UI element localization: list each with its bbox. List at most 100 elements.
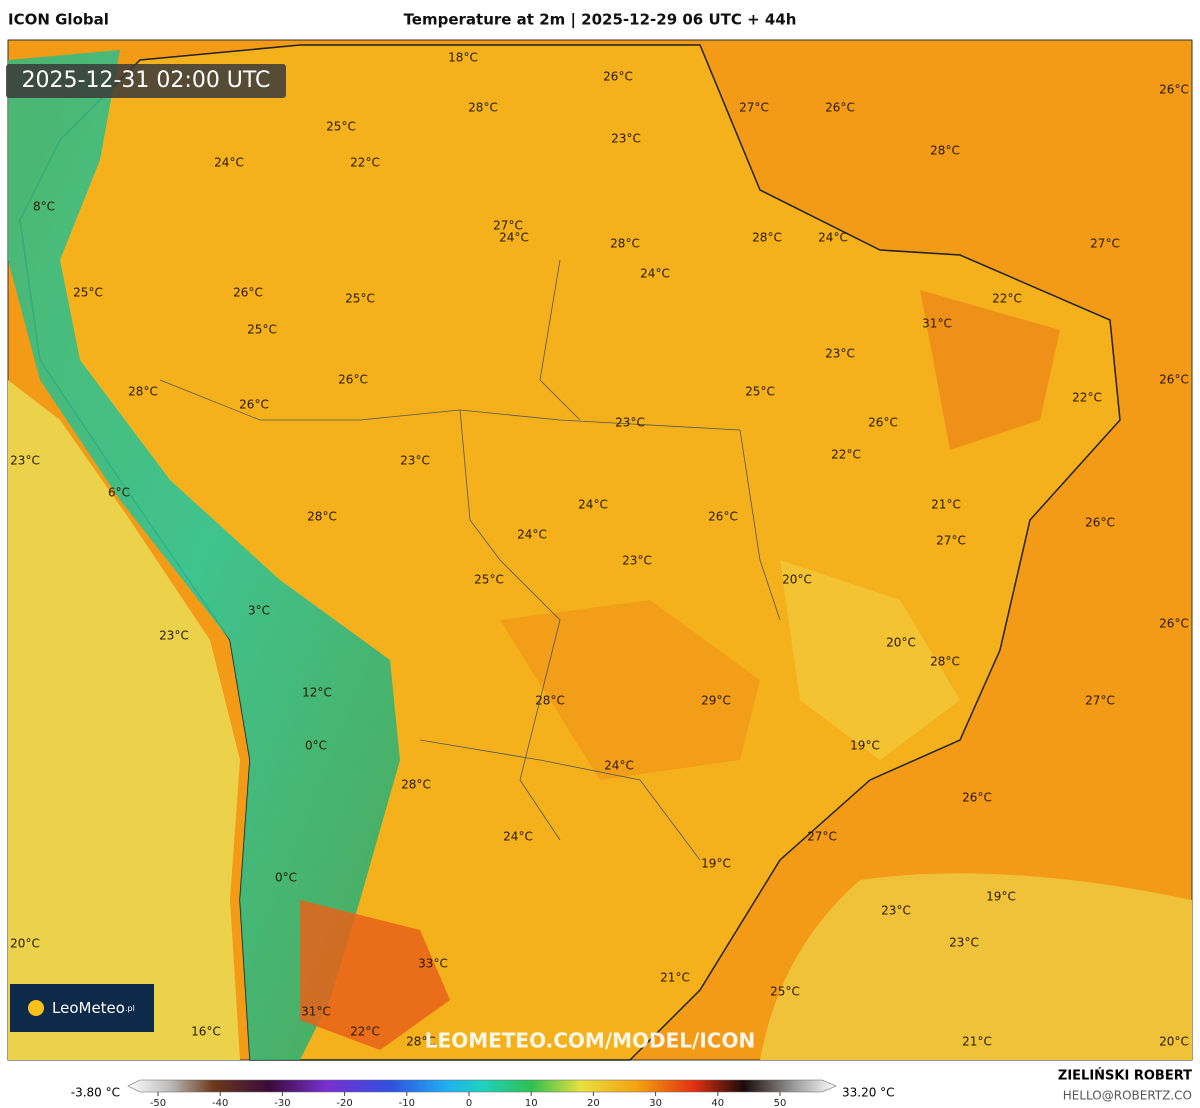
- temperature-label: 26°C: [239, 398, 269, 412]
- map-title: Temperature at 2m | 2025-12-29 06 UTC + …: [404, 11, 797, 30]
- temperature-label: 28°C: [406, 1035, 436, 1049]
- temperature-label: 28°C: [930, 144, 960, 158]
- south-atlantic: [760, 873, 1192, 1060]
- temperature-label: 28°C: [468, 101, 498, 115]
- temperature-label: 25°C: [745, 385, 775, 399]
- temperature-label: 12°C: [302, 686, 332, 700]
- temperature-label: 23°C: [881, 904, 911, 918]
- temperature-label: 26°C: [233, 286, 263, 300]
- temperature-label: 20°C: [10, 937, 40, 951]
- colorbar-ticks: -50 -40 -30 -20 -10 0 10 20 30 40 50: [150, 1092, 787, 1108]
- colorbar-tick-label: 50: [774, 1098, 787, 1108]
- temperature-label: 29°C: [701, 694, 731, 708]
- colorbar-tick-label: -40: [212, 1098, 228, 1108]
- temperature-label: 6°C: [108, 486, 130, 500]
- temperature-label: 28°C: [128, 385, 158, 399]
- temperature-label: 20°C: [1159, 1035, 1189, 1049]
- logo-text: LeoMeteo.pl: [52, 999, 135, 1017]
- temperature-label: 23°C: [825, 347, 855, 361]
- temperature-label: 26°C: [338, 373, 368, 387]
- hot-northeast: [920, 290, 1060, 450]
- temperature-label: 21°C: [931, 498, 961, 512]
- temperature-label: 25°C: [73, 286, 103, 300]
- temperature-label: 27°C: [739, 101, 769, 115]
- cool-highlands: [780, 560, 960, 760]
- temperature-label: 24°C: [499, 231, 529, 245]
- temperature-label: 28°C: [401, 778, 431, 792]
- temperature-label: 24°C: [640, 267, 670, 281]
- temperature-label: 33°C: [418, 957, 448, 971]
- temperature-label: 27°C: [1085, 694, 1115, 708]
- temperature-label: 24°C: [578, 498, 608, 512]
- temperature-label: 27°C: [807, 830, 837, 844]
- logo-sun: [28, 1000, 44, 1016]
- temperature-label: 26°C: [1159, 83, 1189, 97]
- model-name: ICON Global: [8, 11, 109, 29]
- logo-suffix: .pl: [125, 1004, 135, 1013]
- watermark: LEOMETEO.COM/MODEL/ICON: [425, 1029, 755, 1053]
- temperature-label: 28°C: [930, 655, 960, 669]
- colorbar-tick-label: 10: [525, 1098, 538, 1108]
- temperature-label: 18°C: [448, 51, 478, 65]
- temperature-label: 31°C: [922, 317, 952, 331]
- temperature-label: 26°C: [1159, 373, 1189, 387]
- map: 2025-12-31 02:00 UTC 18°C 26°C 27°C 26°C 26°…: [6, 39, 1193, 1061]
- temperature-label: 23°C: [615, 416, 645, 430]
- temperature-label: 24°C: [517, 528, 547, 542]
- temperature-label: 16°C: [191, 1025, 221, 1039]
- temperature-label: 25°C: [770, 985, 800, 999]
- temperature-label: 25°C: [345, 292, 375, 306]
- colorbar: [127, 1079, 837, 1093]
- temperature-label: 26°C: [1085, 516, 1115, 530]
- temperature-label: 27°C: [936, 534, 966, 548]
- temperature-label: 21°C: [962, 1035, 992, 1049]
- temperature-label: 20°C: [782, 573, 812, 587]
- colorbar-tick-label: -20: [336, 1098, 352, 1108]
- temperature-label: 26°C: [868, 416, 898, 430]
- temperature-label: 19°C: [850, 739, 880, 753]
- colorbar-tick-label: 40: [711, 1098, 724, 1108]
- legend-max: 33.20 °C: [842, 1086, 895, 1100]
- temperature-label: 28°C: [752, 231, 782, 245]
- temperature-label: 25°C: [474, 573, 504, 587]
- author: ZIELIŃSKI ROBERT: [1058, 1068, 1192, 1084]
- temperature-label: 3°C: [248, 604, 270, 618]
- borders: [159, 259, 781, 861]
- colorbar-tick-label: -30: [274, 1098, 290, 1108]
- temperature-label: 28°C: [307, 510, 337, 524]
- colorbar-tick-label: -10: [399, 1098, 415, 1108]
- temperature-label: 25°C: [326, 120, 356, 134]
- temperature-label: 27°C: [493, 219, 523, 233]
- temperature-label: 23°C: [10, 454, 40, 468]
- temperature-label: 26°C: [708, 510, 738, 524]
- temperature-label: 24°C: [214, 156, 244, 170]
- valid-time: 2025-12-31 02:00 UTC: [22, 68, 271, 93]
- temperature-label: 24°C: [818, 231, 848, 245]
- temperature-label: 26°C: [603, 70, 633, 84]
- temperature-label: 21°C: [660, 971, 690, 985]
- temperature-label: 22°C: [350, 1025, 380, 1039]
- temperature-label: 25°C: [247, 323, 277, 337]
- temperature-label: 8°C: [33, 200, 55, 214]
- colorbar-tick-label: 30: [649, 1098, 662, 1108]
- temperature-label: 31°C: [301, 1005, 331, 1019]
- temperature-label: 22°C: [350, 156, 380, 170]
- email: HELLO@ROBERTZ.CO: [1063, 1089, 1192, 1103]
- temperature-label: 23°C: [159, 629, 189, 643]
- temperature-label: 20°C: [886, 636, 916, 650]
- temperature-label: 22°C: [992, 292, 1022, 306]
- temperature-labels: 18°C 26°C 27°C 26°C 26°C 28°C 25°C 23°C 28°C 24°C…: [10, 51, 1189, 1049]
- temperature-label: 26°C: [825, 101, 855, 115]
- colorbar-tick-label: -50: [150, 1098, 166, 1108]
- temperature-label: 24°C: [503, 830, 533, 844]
- temperature-label: 27°C: [1090, 237, 1120, 251]
- temperature-label: 0°C: [275, 871, 297, 885]
- andes: [8, 50, 400, 1060]
- temperature-label: 23°C: [611, 132, 641, 146]
- temperature-label: 22°C: [1072, 391, 1102, 405]
- temperature-label: 0°C: [305, 739, 327, 753]
- temperature-label: 23°C: [400, 454, 430, 468]
- temperature-label: 26°C: [1159, 617, 1189, 631]
- warm-area: [500, 600, 760, 780]
